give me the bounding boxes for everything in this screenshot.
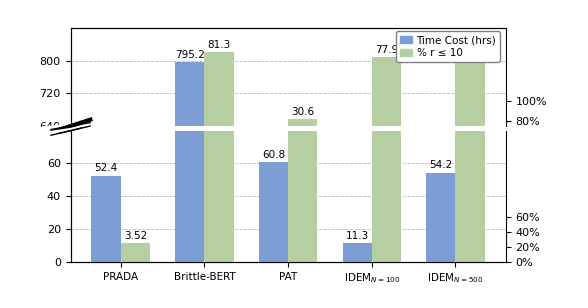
Text: 77.9: 77.9: [375, 45, 398, 55]
Bar: [456, 44, 485, 308]
Text: 87.4: 87.4: [459, 32, 482, 42]
Bar: [259, 162, 288, 262]
Bar: [175, 0, 205, 262]
Bar: [343, 243, 372, 262]
Bar: [92, 176, 121, 262]
Legend: Time Cost (hrs), % r ≤ 10: Time Cost (hrs), % r ≤ 10: [396, 31, 500, 63]
Bar: [288, 119, 318, 308]
Bar: [372, 0, 401, 262]
Bar: [372, 57, 401, 308]
Text: 3.52: 3.52: [124, 231, 147, 241]
Text: 52.4: 52.4: [95, 164, 118, 173]
Text: 30.6: 30.6: [291, 107, 315, 117]
Text: 60.8: 60.8: [262, 150, 285, 160]
Text: 81.3: 81.3: [208, 40, 230, 50]
Text: 54.2: 54.2: [429, 160, 452, 171]
Bar: [121, 243, 150, 262]
Text: 795.2: 795.2: [175, 51, 205, 60]
Bar: [175, 63, 205, 308]
Bar: [288, 0, 318, 262]
Bar: [426, 173, 456, 262]
Bar: [205, 52, 234, 308]
Text: 11.3: 11.3: [346, 231, 369, 241]
Bar: [456, 0, 485, 262]
Bar: [205, 0, 234, 262]
